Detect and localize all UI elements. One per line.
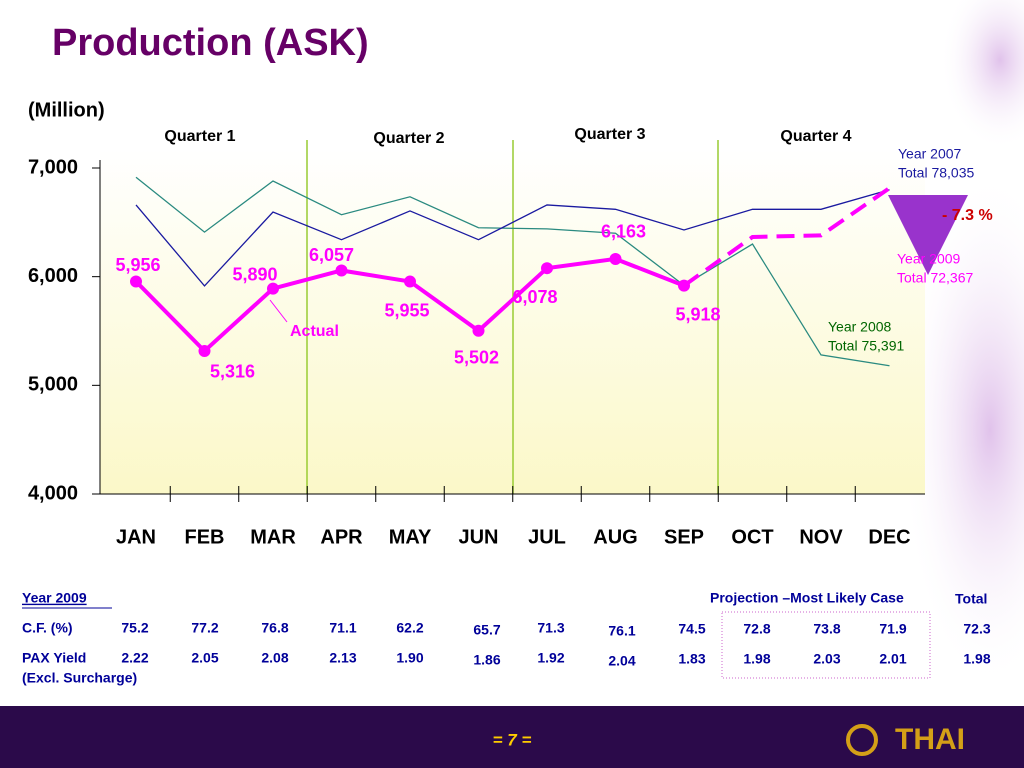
data-label: 5,918 bbox=[675, 304, 720, 324]
series-name: Year 2007 bbox=[898, 146, 962, 162]
table-cell: 2.04 bbox=[608, 653, 635, 669]
projection-header: Projection –Most Likely Case bbox=[710, 590, 904, 606]
table-cell: 71.1 bbox=[329, 620, 356, 636]
data-point bbox=[678, 279, 690, 292]
data-point bbox=[404, 275, 416, 288]
x-tick-label: AUG bbox=[593, 526, 637, 548]
x-tick-label: NOV bbox=[799, 526, 843, 548]
data-label: 5,890 bbox=[232, 264, 277, 284]
table-cell: 1.83 bbox=[678, 651, 705, 667]
x-tick-label: JAN bbox=[116, 526, 156, 548]
series-line bbox=[135, 189, 890, 287]
series-line bbox=[135, 176, 890, 367]
data-point bbox=[130, 275, 142, 288]
table-cell: 72.8 bbox=[743, 621, 770, 637]
data-point bbox=[472, 324, 485, 337]
table-cell: 2.08 bbox=[261, 650, 288, 666]
projection-box bbox=[721, 611, 931, 679]
data-label: 5,955 bbox=[384, 300, 429, 320]
logo-mark bbox=[846, 724, 878, 756]
series-name: Year 2008 bbox=[828, 319, 892, 335]
x-tick-label: DEC bbox=[868, 526, 910, 548]
series-total: Total 78,035 bbox=[898, 165, 974, 181]
table-cell: 2.22 bbox=[121, 650, 148, 666]
table-cell: 1.92 bbox=[537, 650, 564, 666]
table-cell: 72.3 bbox=[963, 621, 990, 637]
page-number: = 7 = bbox=[493, 730, 532, 749]
table-cell: 74.5 bbox=[678, 621, 705, 637]
decoration bbox=[900, 170, 1024, 690]
data-point bbox=[267, 282, 279, 295]
quarter-label: Quarter 4 bbox=[780, 128, 851, 145]
table-cell: 2.01 bbox=[879, 651, 906, 667]
footer-bar bbox=[0, 706, 1024, 768]
quarter-label: Quarter 3 bbox=[574, 126, 645, 143]
row-label: PAX Yield bbox=[22, 650, 86, 666]
table-cell: 71.3 bbox=[537, 620, 564, 636]
x-tick-label: JUN bbox=[458, 526, 498, 548]
table-cell: 65.7 bbox=[473, 622, 500, 638]
data-label: 5,956 bbox=[115, 255, 160, 275]
data-point bbox=[335, 264, 348, 277]
data-label: 5,316 bbox=[210, 362, 255, 382]
table-cell: 1.98 bbox=[963, 651, 990, 667]
y-tick-label: 7,000 bbox=[28, 156, 78, 178]
series-name: Year 2009 bbox=[897, 251, 961, 267]
projection-line bbox=[682, 186, 891, 288]
series-total: Total 75,391 bbox=[828, 338, 904, 354]
x-tick-label: OCT bbox=[731, 526, 773, 548]
row-label: C.F. (%) bbox=[22, 620, 73, 636]
total-header: Total bbox=[955, 591, 987, 607]
data-label: 6,163 bbox=[601, 222, 646, 242]
table-cell: 71.9 bbox=[879, 621, 906, 637]
series-total: Total 72,367 bbox=[897, 270, 973, 286]
x-tick-label: APR bbox=[320, 526, 363, 548]
table-cell: 2.03 bbox=[813, 651, 840, 667]
x-tick-label: JUL bbox=[528, 526, 566, 548]
table-cell: 77.2 bbox=[191, 620, 218, 636]
title: Production (ASK) bbox=[52, 22, 369, 64]
table-cell: 76.1 bbox=[608, 623, 635, 639]
table-cell: 73.8 bbox=[813, 621, 840, 637]
data-label: 6,057 bbox=[309, 245, 354, 265]
table-cell: 2.13 bbox=[329, 650, 356, 666]
table-cell: 75.2 bbox=[121, 620, 148, 636]
actual-label: Actual bbox=[290, 323, 339, 340]
table-cell: 76.8 bbox=[261, 620, 288, 636]
table-cell: 1.90 bbox=[396, 650, 423, 666]
change-label: - 7.3 % bbox=[942, 207, 993, 224]
data-label: 5,502 bbox=[454, 348, 499, 368]
x-tick-label: MAR bbox=[250, 526, 296, 548]
x-tick-label: MAY bbox=[389, 526, 432, 548]
data-point bbox=[541, 262, 553, 275]
logo: THAI bbox=[895, 723, 965, 756]
data-point bbox=[609, 252, 622, 265]
quarter-label: Quarter 2 bbox=[373, 130, 444, 147]
annotation-pointer bbox=[269, 299, 288, 323]
y-tick-label: 4,000 bbox=[28, 482, 78, 504]
y-tick-label: 6,000 bbox=[28, 265, 78, 287]
table-cell: 2.05 bbox=[191, 650, 218, 666]
table-cell: 1.86 bbox=[473, 652, 500, 668]
table-title: Year 2009 bbox=[22, 590, 87, 606]
x-tick-label: SEP bbox=[664, 526, 704, 548]
decoration bbox=[940, 0, 1024, 150]
row-sublabel: (Excl. Surcharge) bbox=[22, 670, 137, 686]
quarter-label: Quarter 1 bbox=[164, 128, 235, 145]
unit-label: (Million) bbox=[28, 99, 105, 121]
x-tick-label: FEB bbox=[185, 526, 225, 548]
data-label: 6,078 bbox=[512, 287, 557, 307]
table-cell: 62.2 bbox=[396, 620, 423, 636]
y-tick-label: 5,000 bbox=[28, 374, 78, 396]
table-cell: 1.98 bbox=[743, 651, 770, 667]
data-point bbox=[198, 344, 211, 357]
